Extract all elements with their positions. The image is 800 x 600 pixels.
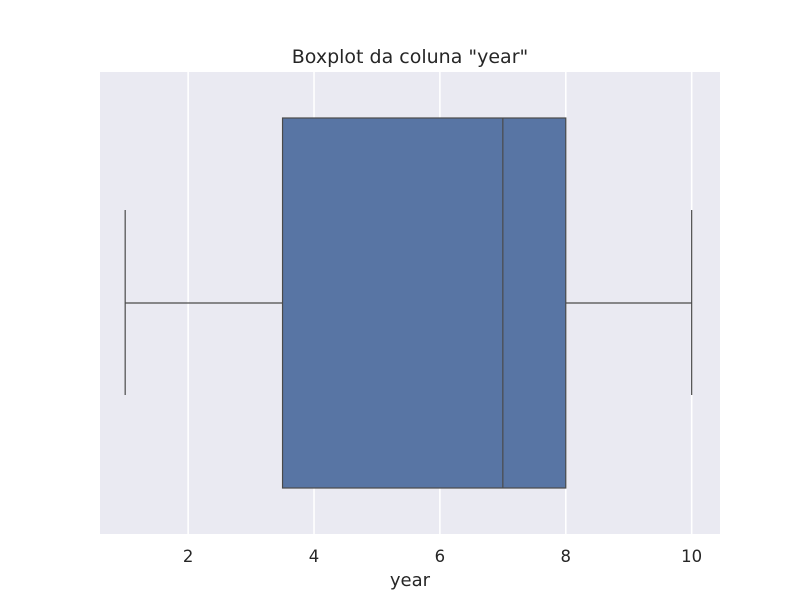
x-tick-label: 6 bbox=[435, 547, 446, 566]
x-tick-labels: 2 4 6 8 10 bbox=[183, 547, 702, 566]
x-tick-label: 4 bbox=[309, 547, 320, 566]
x-axis-label: year bbox=[390, 570, 431, 591]
x-tick-label: 8 bbox=[561, 547, 572, 566]
chart-title: Boxplot da coluna "year" bbox=[292, 46, 529, 68]
box-group bbox=[124, 117, 693, 489]
iqr-box bbox=[281, 117, 567, 489]
x-tick-label: 10 bbox=[681, 547, 702, 566]
x-tick-label: 2 bbox=[183, 547, 194, 566]
